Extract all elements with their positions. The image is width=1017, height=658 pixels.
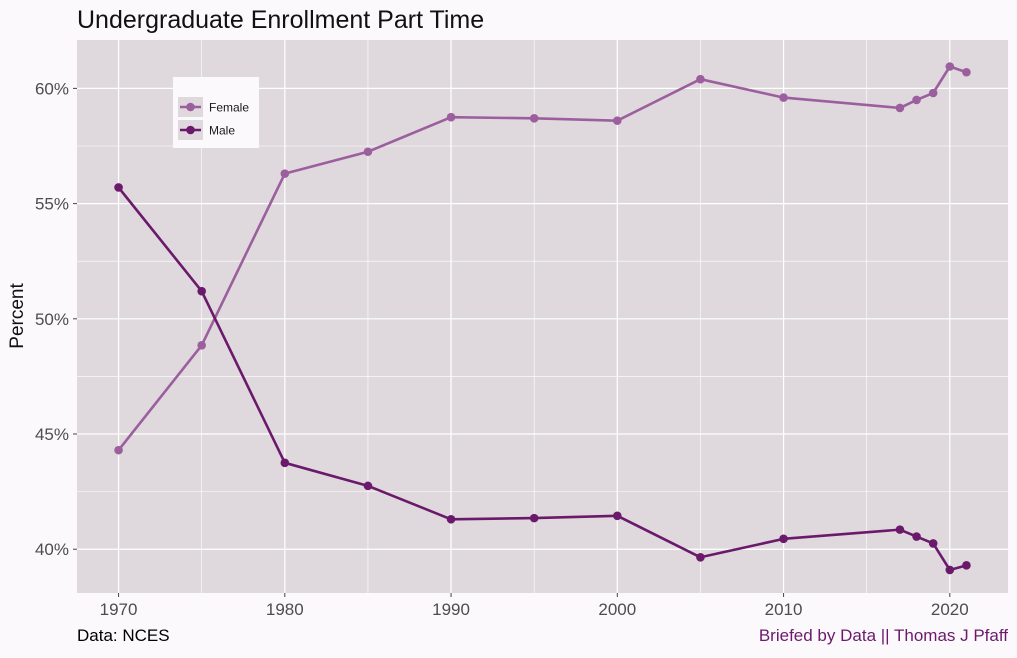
x-tick-label: 2010 [765, 600, 803, 619]
female-data-point [779, 93, 788, 102]
x-tick-label: 1970 [100, 600, 138, 619]
female-data-point [945, 62, 955, 71]
male-data-point [363, 481, 373, 491]
legend: Female Male [173, 77, 259, 148]
male-data-point [912, 532, 921, 541]
female-data-point [363, 147, 373, 157]
male-data-point [945, 565, 955, 575]
female-data-point [912, 95, 921, 105]
legend-label-female: Female [209, 101, 249, 115]
male-data-point [613, 511, 622, 521]
male-data-point [114, 183, 123, 192]
legend-key-point-male [186, 125, 195, 135]
y-tick-label: 50% [35, 310, 69, 329]
female-data-point [280, 169, 290, 178]
data-source-caption: Data: NCES [77, 626, 170, 645]
female-data-point [928, 88, 938, 98]
x-tick-label: 1990 [432, 600, 470, 619]
male-data-point [280, 458, 290, 468]
y-tick-label: 40% [35, 540, 69, 559]
x-tick-label: 2000 [598, 600, 636, 619]
male-data-point [696, 552, 705, 562]
y-tick-label: 45% [35, 425, 69, 444]
x-tick-label: 2020 [931, 600, 969, 619]
female-data-point [962, 67, 971, 77]
series-layer [114, 62, 971, 575]
female-data-point [529, 114, 539, 123]
female-data-point [895, 103, 905, 113]
female-data-point [197, 341, 206, 350]
female-data-point [696, 74, 705, 84]
female-data-point [446, 112, 456, 122]
female-data-point [114, 445, 123, 455]
female-data-point [613, 116, 622, 125]
male-data-point [779, 534, 788, 544]
major-gridlines [77, 40, 1008, 593]
male-data-point [895, 525, 905, 534]
chart-title: Undergraduate Enrollment Part Time [77, 6, 484, 34]
legend-label-male: Male [209, 124, 235, 138]
y-tick-label: 55% [35, 195, 69, 214]
male-data-point [529, 513, 539, 523]
credit-caption: Briefed by Data || Thomas J Pfaff [759, 626, 1008, 645]
male-data-point [197, 286, 206, 296]
y-tick-label: 60% [35, 79, 69, 98]
legend-key-point-female [186, 102, 195, 112]
male-data-point [928, 539, 938, 548]
minor-gridlines [77, 40, 1008, 593]
x-tick-label: 1980 [266, 600, 304, 619]
axis-layer: 1970 1980 1990 2000 2010 2020 40% 45% 50% 55% 60% [35, 79, 969, 619]
male-data-point [446, 514, 456, 524]
male-data-point [962, 561, 971, 570]
y-axis-label: Percent [7, 283, 28, 349]
